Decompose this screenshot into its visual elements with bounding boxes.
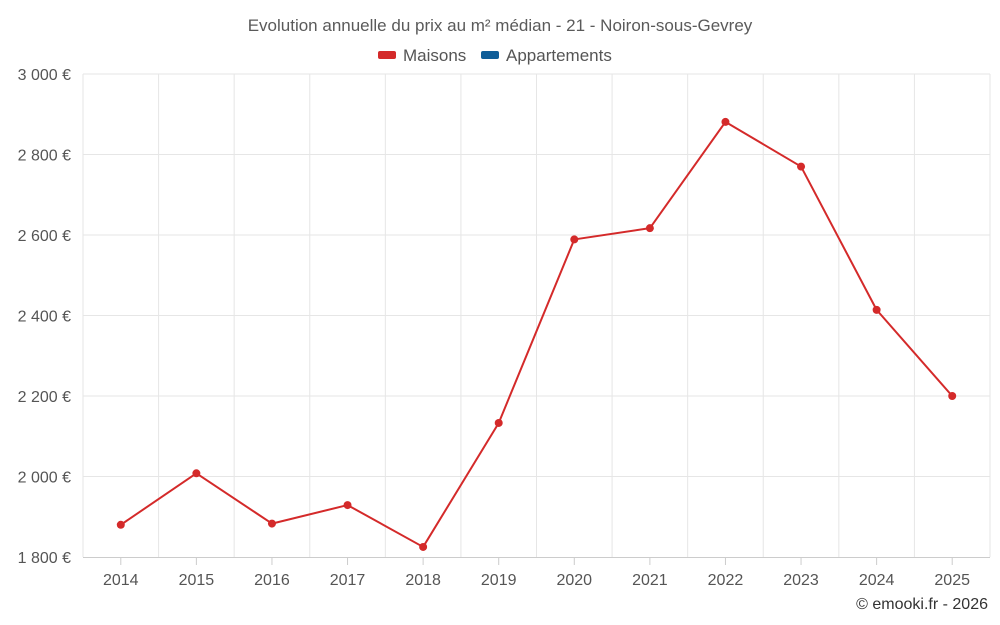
chart-title: Evolution annuelle du prix au m² médian …	[248, 16, 753, 35]
legend: Maisons Appartements	[378, 46, 612, 65]
y-tick-label: 1 800 €	[18, 550, 71, 567]
y-tick-label: 2 600 €	[18, 228, 71, 245]
legend-label-maisons: Maisons	[403, 46, 466, 65]
y-tick-label: 2 000 €	[18, 470, 71, 487]
x-tick-label: 2019	[481, 572, 517, 589]
legend-swatch-appartements	[481, 51, 499, 59]
x-tick-label: 2016	[254, 572, 290, 589]
data-point-maisons-2025[interactable]	[948, 392, 957, 400]
data-point-maisons-2015[interactable]	[192, 469, 201, 478]
x-tick-label: 2025	[934, 572, 970, 589]
x-tick-label: 2023	[783, 572, 819, 589]
x-tick-label: 2020	[556, 572, 592, 589]
y-tick-label: 2 800 €	[18, 148, 71, 165]
legend-item-appartements[interactable]: Appartements	[481, 46, 612, 65]
y-tick-label: 2 200 €	[18, 389, 71, 406]
series-line-maisons	[120, 120, 953, 548]
data-point-maisons-2014[interactable]	[116, 520, 125, 529]
data-point-maisons-2023[interactable]	[797, 162, 806, 171]
data-point-maisons-2022[interactable]	[721, 117, 730, 126]
legend-label-appartements: Appartements	[506, 46, 612, 65]
x-tick-label: 2018	[405, 572, 441, 589]
data-point-maisons-2020[interactable]	[570, 235, 579, 244]
x-tick-label: 2022	[708, 572, 744, 589]
legend-swatch-maisons	[378, 51, 396, 59]
y-axis: 1 800 € 2 000 € 2 200 € 2 400 € 2 600 € 2 800…	[18, 67, 71, 567]
data-point-maisons-2019[interactable]	[494, 418, 503, 427]
x-tick-label: 2014	[103, 572, 139, 589]
x-tick-label: 2015	[179, 572, 215, 589]
x-tick-label: 2024	[859, 572, 895, 589]
credit-text: © emooki.fr - 2026	[856, 596, 988, 613]
grid	[82, 73, 991, 557]
y-tick-label: 3 000 €	[18, 67, 71, 84]
x-tick-label: 2017	[330, 572, 366, 589]
data-point-maisons-2016[interactable]	[267, 519, 276, 528]
data-point-maisons-2018[interactable]	[419, 542, 428, 551]
data-point-maisons-2024[interactable]	[872, 305, 881, 314]
x-tick-label: 2021	[632, 572, 668, 589]
legend-item-maisons[interactable]: Maisons	[378, 46, 466, 65]
data-point-maisons-2017[interactable]	[343, 501, 352, 510]
x-axis: 2014 2015 2016 2017 2018 2019 2020 2021 2022 2023…	[83, 557, 990, 589]
series-layer	[116, 117, 957, 551]
data-point-maisons-2021[interactable]	[645, 224, 654, 233]
y-tick-label: 2 400 €	[18, 309, 71, 326]
